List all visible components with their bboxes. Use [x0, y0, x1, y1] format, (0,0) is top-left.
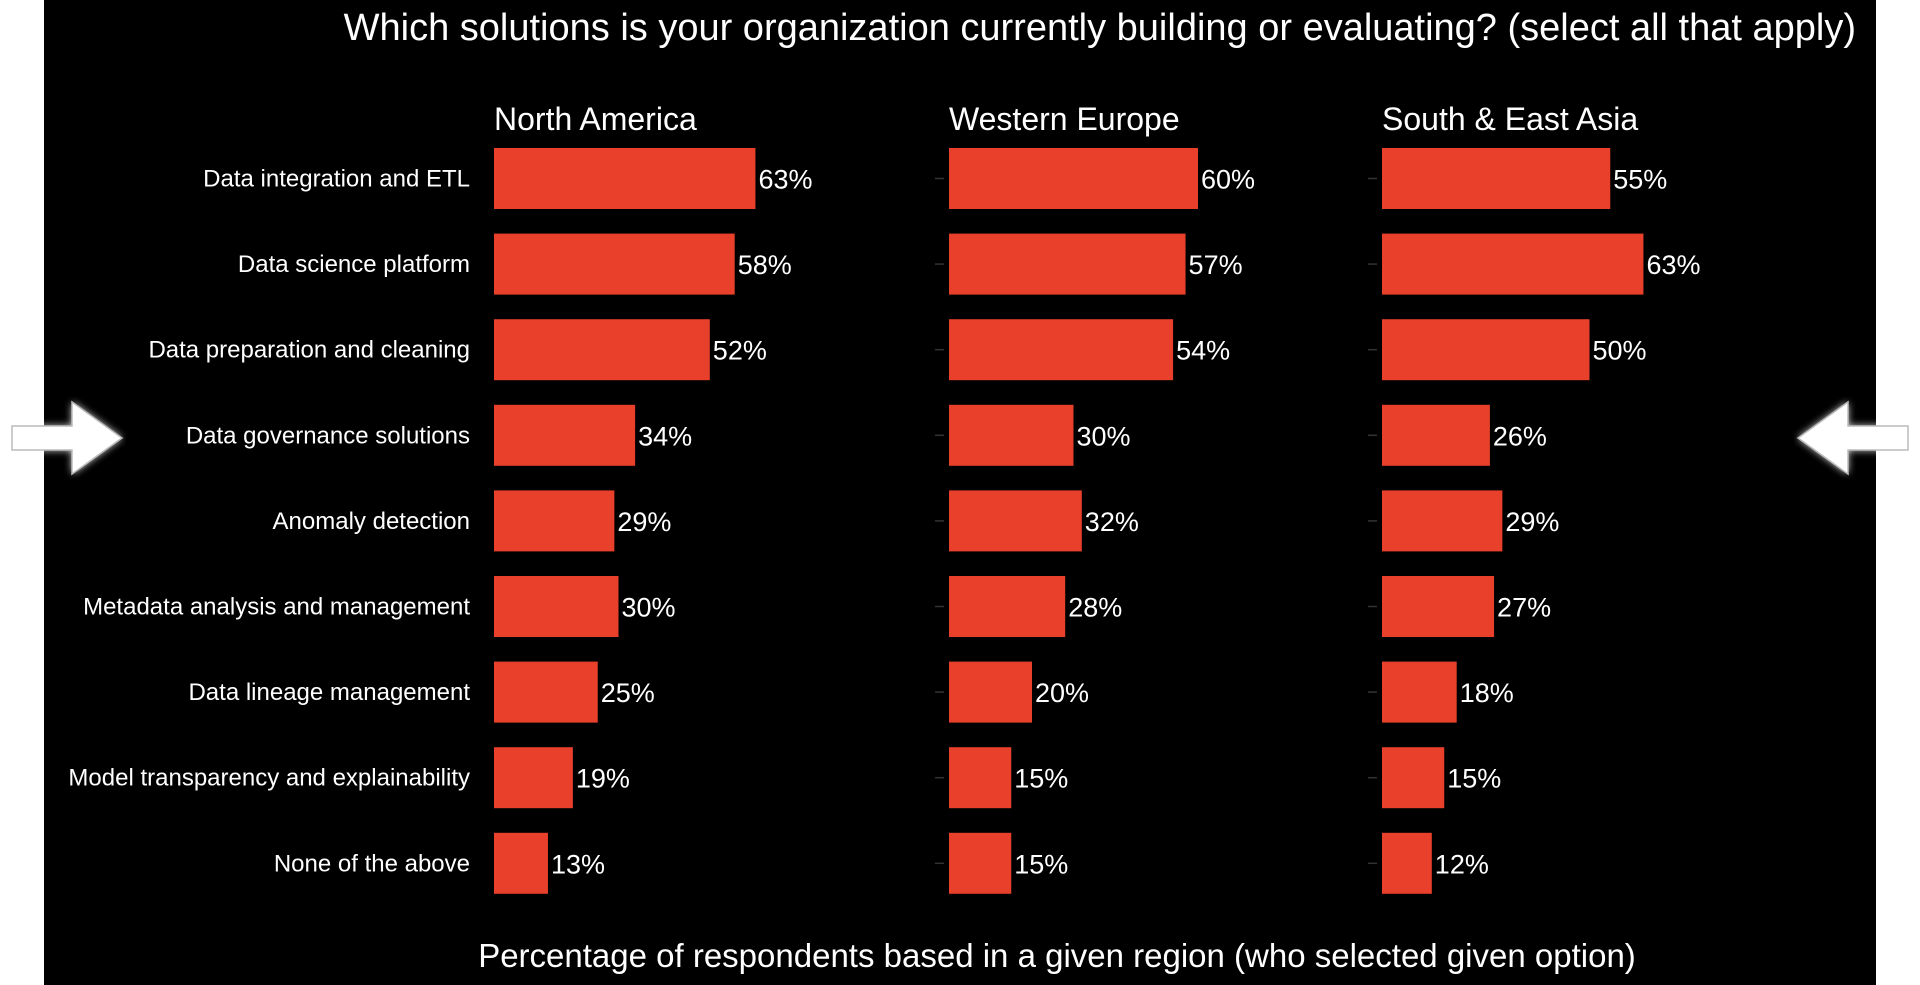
- bar-south-east-asia-1: [1382, 233, 1644, 295]
- data-label: 60%: [1201, 165, 1255, 195]
- data-label: 29%: [1505, 507, 1559, 537]
- bar-western-europe-8: [949, 832, 1012, 894]
- category-label-data-preparation-and-cleaning: Data preparation and cleaning: [148, 337, 470, 364]
- data-label: 27%: [1497, 593, 1551, 623]
- data-label: 29%: [617, 507, 671, 537]
- bar-western-europe-6: [949, 661, 1032, 723]
- category-label-anomaly-detection: Anomaly detection: [273, 508, 470, 535]
- data-label: 26%: [1493, 421, 1547, 451]
- x-axis-label: Percentage of respondents based in a giv…: [478, 937, 1636, 974]
- data-label: 32%: [1085, 507, 1139, 537]
- bar-north-america-8: [494, 832, 548, 894]
- chart-title: Which solutions is your organization cur…: [344, 7, 1856, 49]
- panel-header-western-europe: Western Europe: [949, 101, 1180, 137]
- bar-north-america-7: [494, 747, 573, 809]
- data-label: 15%: [1447, 764, 1501, 794]
- data-label: 25%: [601, 678, 655, 708]
- data-label: 58%: [738, 250, 792, 280]
- bar-south-east-asia-3: [1382, 404, 1490, 466]
- data-label: 30%: [622, 593, 676, 623]
- bar-south-east-asia-0: [1382, 148, 1611, 209]
- bar-western-europe-4: [949, 490, 1082, 552]
- bar-north-america-4: [494, 490, 615, 552]
- panel-header-south-east-asia: South & East Asia: [1382, 101, 1638, 137]
- data-label: 30%: [1077, 421, 1131, 451]
- bar-north-america-2: [494, 319, 710, 381]
- bar-south-east-asia-4: [1382, 490, 1503, 552]
- data-label: 54%: [1176, 336, 1230, 366]
- arrow-left-icon: [1796, 400, 1909, 476]
- panel-header-north-america: North America: [494, 101, 697, 137]
- data-label: 19%: [576, 764, 630, 794]
- bar-south-east-asia-6: [1382, 661, 1457, 723]
- chart-panels: Data integration and ETL Data science pla…: [68, 101, 1700, 894]
- category-label-none-of-the-above: None of the above: [274, 850, 470, 877]
- data-label: 34%: [638, 421, 692, 451]
- category-label-data-science-platform: Data science platform: [238, 251, 470, 278]
- bar-western-europe-3: [949, 404, 1074, 466]
- bar-south-east-asia-2: [1382, 319, 1590, 381]
- arrow-right-icon: [11, 400, 124, 476]
- data-label: 18%: [1460, 678, 1514, 708]
- data-label: 20%: [1035, 678, 1089, 708]
- data-label: 15%: [1014, 764, 1068, 794]
- data-label: 13%: [551, 849, 605, 879]
- category-label-data-integration-and-etl: Data integration and ETL: [203, 166, 470, 193]
- category-label-data-governance-solutions: Data governance solutions: [186, 422, 470, 449]
- bar-north-america-1: [494, 233, 735, 295]
- data-label: 63%: [1646, 250, 1700, 280]
- category-label-data-lineage-management: Data lineage management: [188, 679, 470, 706]
- bar-western-europe-7: [949, 747, 1012, 809]
- bar-north-america-3: [494, 404, 636, 466]
- category-label-model-transparency-and-explainability: Model transparency and explainability: [68, 765, 470, 792]
- bar-north-america-6: [494, 661, 598, 723]
- bar-south-east-asia-7: [1382, 747, 1445, 809]
- data-label: 50%: [1593, 336, 1647, 366]
- bar-western-europe-5: [949, 576, 1066, 637]
- data-label: 15%: [1014, 849, 1068, 879]
- bar-western-europe-0: [949, 148, 1198, 209]
- bar-south-east-asia-8: [1382, 832, 1432, 894]
- bar-north-america-5: [494, 576, 619, 637]
- data-label: 63%: [758, 165, 812, 195]
- bar-north-america-0: [494, 148, 756, 209]
- data-label: 28%: [1068, 593, 1122, 623]
- category-label-metadata-analysis-and-management: Metadata analysis and management: [83, 594, 470, 621]
- bar-western-europe-1: [949, 233, 1186, 295]
- bar-south-east-asia-5: [1382, 576, 1495, 637]
- bar-western-europe-2: [949, 319, 1174, 381]
- data-label: 57%: [1189, 250, 1243, 280]
- data-label: 55%: [1613, 165, 1667, 195]
- data-label: 52%: [713, 336, 767, 366]
- data-label: 12%: [1435, 849, 1489, 879]
